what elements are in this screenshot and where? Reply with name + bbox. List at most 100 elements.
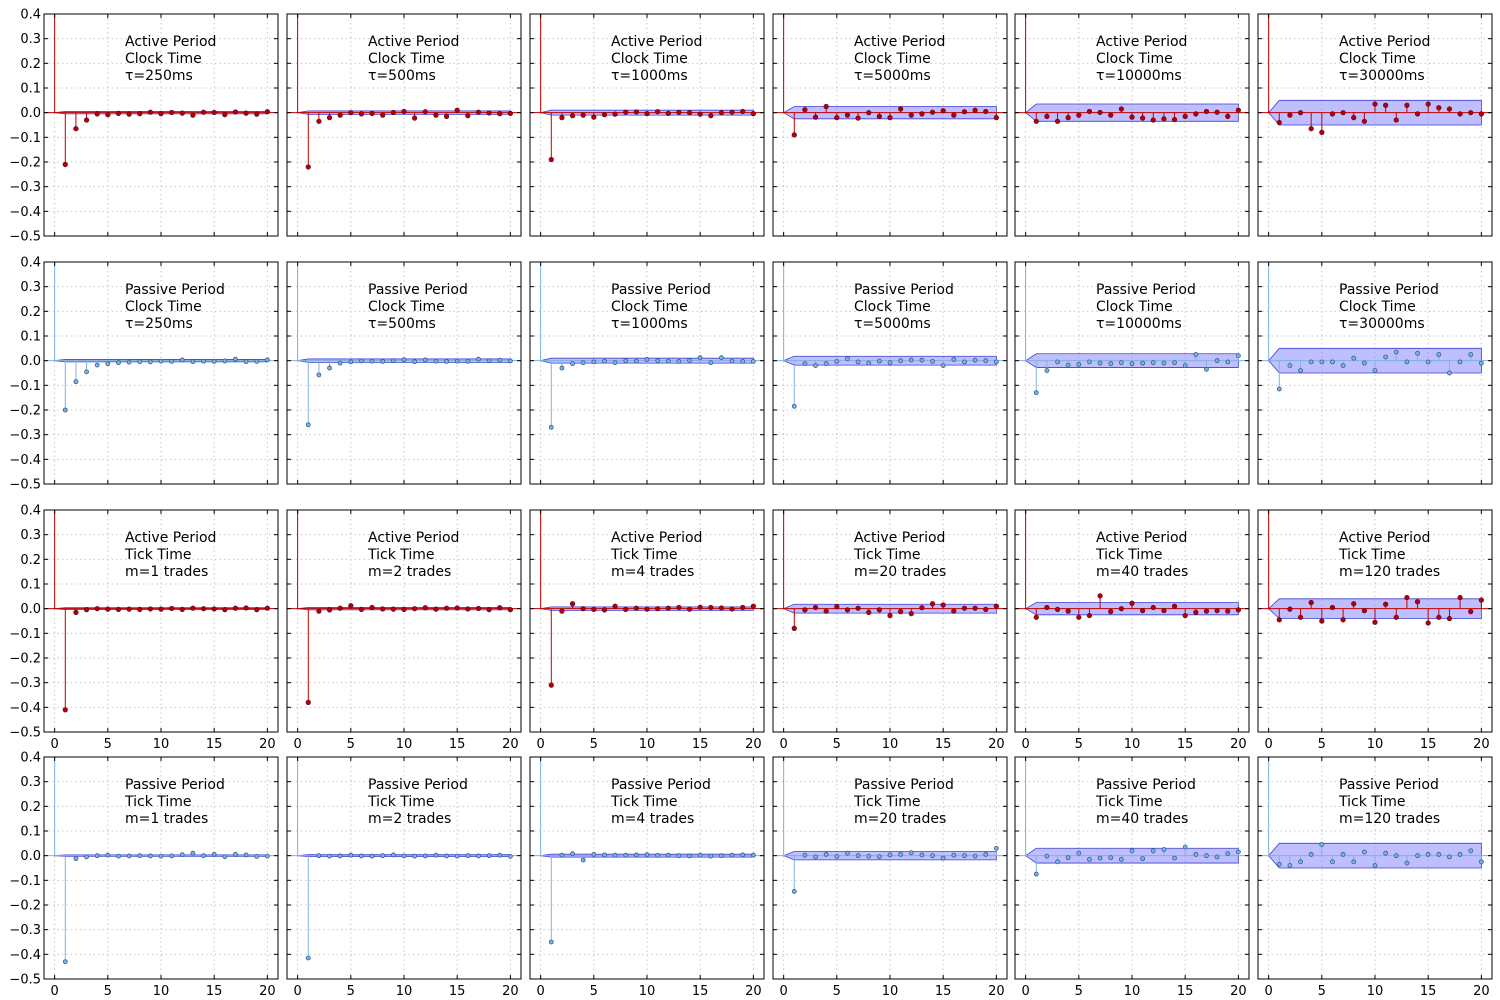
data-point (1065, 855, 1071, 861)
data-point (1414, 111, 1421, 117)
data-point (823, 608, 829, 614)
data-point (1044, 604, 1050, 611)
data-point (993, 114, 999, 121)
data-point (1351, 601, 1357, 607)
data-point (1446, 106, 1453, 112)
panel-annotation: τ=10000ms (1096, 68, 1182, 84)
data-point (201, 358, 206, 364)
data-point (876, 607, 882, 613)
data-point (1298, 859, 1303, 865)
panel-annotation: τ=500ms (368, 68, 436, 84)
data-point (1468, 110, 1474, 116)
data-point (1118, 360, 1124, 366)
data-point (1065, 362, 1071, 368)
data-point (834, 854, 840, 859)
data-point (1140, 856, 1146, 862)
data-point (369, 604, 375, 611)
data-point (791, 889, 797, 894)
data-point (1297, 110, 1304, 116)
data-point (147, 853, 153, 859)
data-point (940, 363, 946, 369)
data-point (190, 112, 196, 118)
data-point (1361, 608, 1367, 614)
data-point (1086, 612, 1093, 619)
data-point (569, 601, 576, 607)
data-point (1372, 101, 1378, 107)
data-point (1129, 114, 1135, 120)
data-point (305, 699, 311, 706)
data-point (1383, 601, 1389, 607)
data-point (1276, 119, 1282, 126)
data-point (465, 853, 471, 859)
data-point (1214, 358, 1220, 364)
x-tick-label: 20 (1473, 737, 1490, 752)
data-point (1393, 117, 1399, 123)
data-point (1214, 109, 1220, 115)
data-point (929, 109, 936, 115)
data-point (497, 111, 503, 117)
data-point (497, 852, 503, 858)
x-tick-label: 5 (104, 984, 112, 999)
panel-annotation: Clock Time (854, 51, 931, 67)
data-point (1150, 604, 1156, 611)
data-point (972, 853, 978, 859)
y-tick-label: 0.2 (20, 553, 41, 568)
y-tick-label: −0.3 (9, 180, 41, 195)
y-tick-label: −0.2 (9, 404, 41, 419)
data-point (845, 850, 850, 856)
data-point (326, 114, 333, 121)
data-point (233, 356, 238, 362)
data-point (412, 606, 418, 612)
y-tick-label: −0.2 (9, 652, 41, 667)
data-point (866, 110, 872, 116)
x-tick-label: 5 (1075, 984, 1083, 999)
data-point (655, 853, 661, 858)
data-point (1097, 109, 1103, 116)
data-point (1076, 361, 1082, 367)
data-point (1298, 368, 1303, 373)
data-point (644, 111, 650, 117)
data-point (972, 357, 978, 363)
x-tick-label: 20 (259, 737, 276, 752)
x-tick-label: 15 (935, 984, 952, 999)
data-point (201, 853, 206, 859)
data-point (137, 359, 143, 365)
data-point (1235, 353, 1241, 359)
data-point (750, 359, 756, 364)
data-point (919, 357, 925, 363)
x-tick-label: 10 (153, 984, 170, 999)
y-tick-label: 0.4 (20, 256, 41, 271)
data-point (222, 358, 228, 364)
data-point (687, 853, 692, 859)
data-point (337, 605, 343, 611)
data-point (940, 855, 946, 861)
x-tick-label: 20 (988, 984, 1005, 999)
acf-panel: 0.4 0.3 0.2 0.1 0.0 −0.1 −0.2 −0.3 −0.4 −0.5 Activ… (9, 8, 279, 245)
x-tick-label: 0 (536, 984, 544, 999)
data-point (866, 853, 872, 859)
panel-annotation: Active Period (368, 34, 459, 50)
data-point (422, 853, 428, 859)
data-point (961, 605, 968, 611)
panel-annotation: Clock Time (1339, 51, 1416, 67)
data-point (655, 109, 661, 115)
data-point (1457, 111, 1463, 117)
data-point (559, 852, 565, 858)
y-tick-label: 0.3 (20, 528, 41, 543)
panel-annotation: Active Period (1339, 530, 1430, 546)
data-point (1172, 855, 1177, 861)
y-tick-label: 0.0 (20, 602, 41, 617)
data-point (962, 853, 967, 859)
data-point (1150, 360, 1156, 366)
y-tick-label: 0.0 (20, 106, 41, 121)
data-point (433, 112, 439, 118)
data-point (94, 606, 100, 612)
data-point (1351, 859, 1357, 865)
data-point (1319, 842, 1325, 847)
x-tick-label: 10 (396, 984, 413, 999)
data-point (412, 853, 418, 859)
panel-annotation: Clock Time (368, 51, 445, 67)
